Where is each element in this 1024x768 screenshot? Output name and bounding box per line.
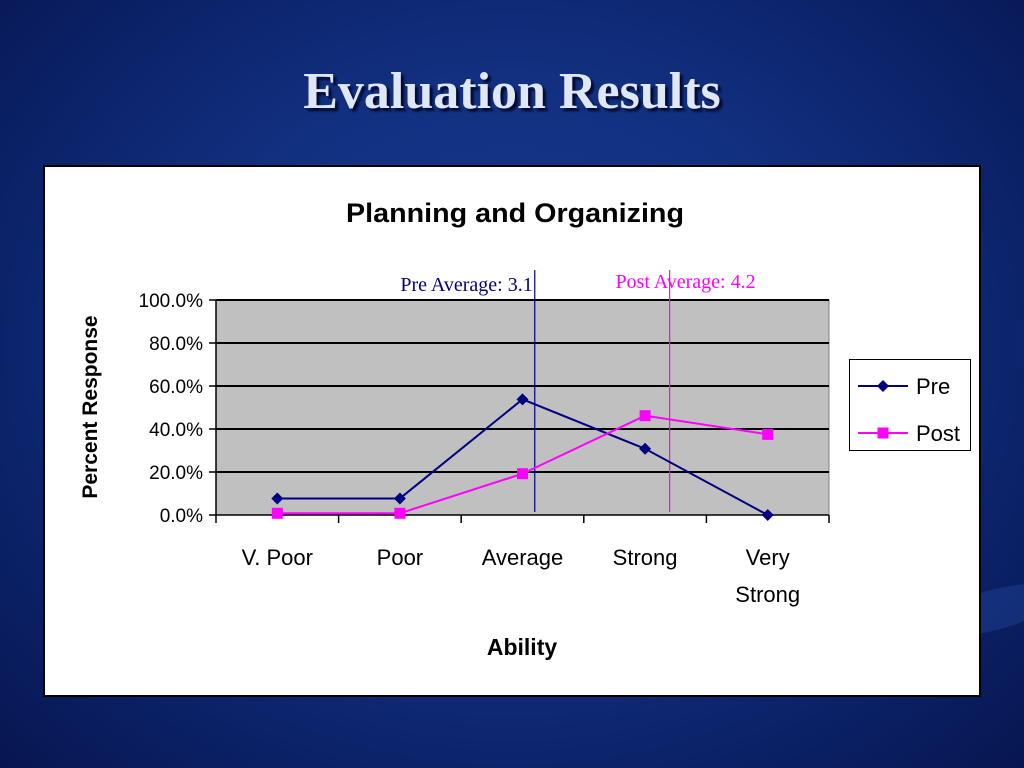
data-point-pre <box>271 492 284 505</box>
data-point-post <box>271 507 283 519</box>
x-tick-label: Strong <box>735 582 800 607</box>
average-label: Pre Average: 3.1 <box>400 274 532 296</box>
chart-legend: Pre Post <box>849 359 971 451</box>
legend-label-pre: Pre <box>916 374 950 399</box>
slide-title: Evaluation Results <box>303 63 721 120</box>
x-axis-title: Ability <box>487 634 557 660</box>
data-point-pre <box>877 380 889 392</box>
x-tick-label: Strong <box>613 545 678 570</box>
y-tick-label: 20.0% <box>149 463 203 484</box>
average-label: Post Average: 4.2 <box>615 271 755 293</box>
data-point-pre <box>393 492 406 505</box>
y-tick-label: 80.0% <box>149 334 203 355</box>
data-point-post <box>877 427 889 439</box>
data-point-post <box>517 468 528 480</box>
legend-svg: Pre Post <box>858 374 960 446</box>
data-point-pre <box>516 393 529 406</box>
chart-container: 0.0% 20.0% 40.0% 60.0% 80.0% 100.0% V. Poor Poo… <box>43 165 981 697</box>
data-point-pre <box>761 509 774 521</box>
chart-svg: 0.0% 20.0% 40.0% 60.0% 80.0% 100.0% V. Poor Poo… <box>79 198 830 660</box>
legend-label-post: Post <box>916 421 960 446</box>
y-tick-label: 60.0% <box>149 377 203 398</box>
x-tick-label: Average <box>482 545 564 570</box>
data-point-pre <box>639 442 652 455</box>
y-tick-label: 40.0% <box>149 420 203 441</box>
y-tick-label: 0.0% <box>160 506 203 527</box>
data-point-post <box>394 507 406 519</box>
chart-title: Planning and Organizing <box>346 198 684 228</box>
x-tick-label: Poor <box>377 545 423 570</box>
y-tick-label: 100.0% <box>139 291 204 312</box>
x-tick-label: Very <box>746 545 790 570</box>
plot-area <box>215 299 830 516</box>
x-tick-label: V. Poor <box>242 545 313 570</box>
data-point-post <box>639 410 651 422</box>
y-axis-title: Percent Response <box>79 315 102 498</box>
data-point-post <box>762 428 774 440</box>
